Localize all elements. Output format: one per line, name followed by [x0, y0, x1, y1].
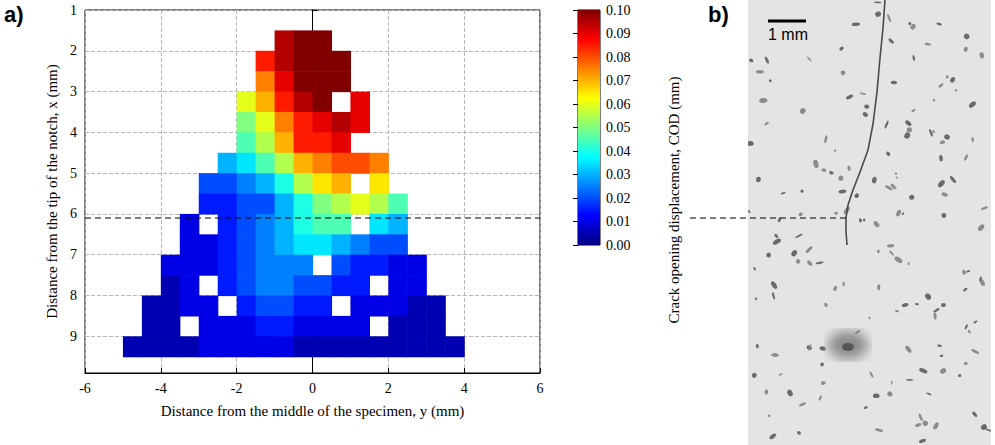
svg-text:0.02: 0.02: [606, 191, 631, 206]
svg-text:0: 0: [309, 381, 316, 396]
svg-text:6: 6: [537, 381, 544, 396]
svg-text:4: 4: [70, 125, 77, 140]
svg-text:0.00: 0.00: [606, 238, 631, 253]
svg-text:2: 2: [70, 43, 77, 58]
svg-text:0.07: 0.07: [606, 73, 631, 88]
svg-text:Distance from the middle of th: Distance from the middle of the specimen…: [161, 403, 465, 420]
svg-text:4: 4: [461, 381, 468, 396]
svg-text:0.04: 0.04: [606, 144, 631, 159]
html-text:b): b): [708, 2, 729, 27]
svg-text:-2: -2: [231, 381, 243, 396]
html-text:a): a): [4, 2, 24, 27]
svg-text:0.08: 0.08: [606, 50, 631, 65]
svg-text:-4: -4: [155, 381, 167, 396]
svg-text:0.05: 0.05: [606, 120, 631, 135]
svg-text:0.01: 0.01: [606, 214, 631, 229]
html-text:1 mm: 1 mm: [768, 26, 808, 43]
svg-text:2: 2: [385, 381, 392, 396]
svg-text:Distance from the tip of the n: Distance from the tip of the notch, x (m…: [44, 64, 61, 319]
svg-text:5: 5: [70, 166, 77, 181]
svg-text:6: 6: [70, 206, 77, 221]
svg-text:1: 1: [70, 3, 77, 18]
svg-text:9: 9: [70, 329, 77, 344]
svg-text:0.06: 0.06: [606, 97, 631, 112]
svg-text:8: 8: [70, 288, 77, 303]
svg-text:0.10: 0.10: [606, 3, 631, 18]
svg-text:3: 3: [70, 84, 77, 99]
svg-text:0.03: 0.03: [606, 167, 631, 182]
svg-text:Crack opening displacement, CO: Crack opening displacement, COD (mm): [666, 76, 683, 323]
svg-text:-6: -6: [79, 381, 91, 396]
svg-text:7: 7: [70, 247, 77, 262]
svg-text:0.09: 0.09: [606, 26, 631, 41]
